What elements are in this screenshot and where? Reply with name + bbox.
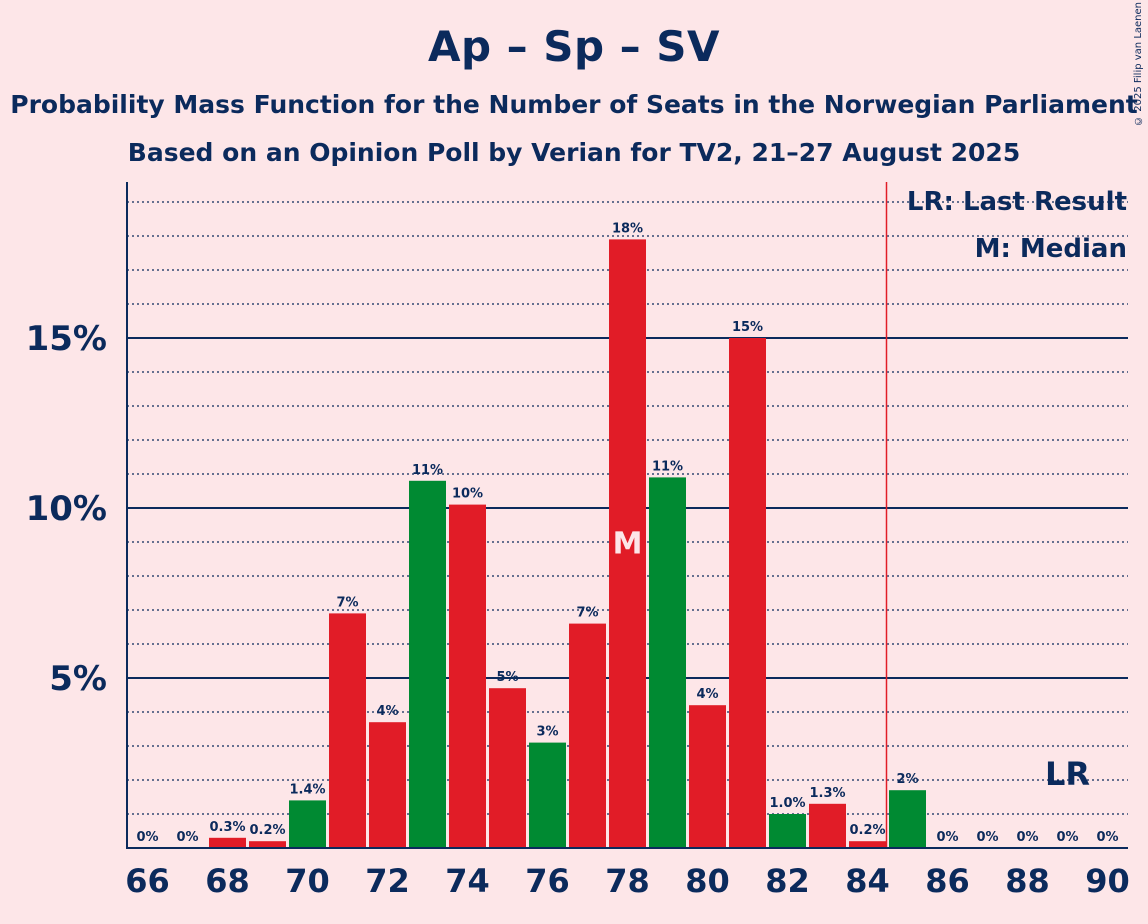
x-tick-label: 82 (765, 862, 810, 900)
bar-85 (889, 790, 926, 848)
bar-81 (729, 338, 766, 848)
x-tick-label: 66 (125, 862, 170, 900)
bar-71 (329, 613, 366, 848)
data-label-80: 4% (696, 687, 718, 702)
x-tick-label: 90 (1085, 862, 1130, 900)
data-label-82: 1.0% (769, 796, 805, 811)
bar-72 (369, 722, 406, 848)
labels: 5% 10% 15% 0% 0% 0.3% 0.2% 1.4% 7% 4% 11% 10% 5% 3% 7%… (26, 187, 1130, 900)
bar-80 (689, 705, 726, 848)
bar-77 (569, 623, 606, 848)
data-label-79: 11% (652, 459, 683, 474)
bar-73 (409, 480, 446, 848)
x-tick-label: 80 (685, 862, 730, 900)
data-label-68: 0.3% (209, 820, 245, 835)
data-label-76: 3% (536, 725, 558, 740)
x-tick-label: 70 (285, 862, 330, 900)
bar-68 (209, 837, 246, 848)
data-label-77: 7% (576, 606, 598, 621)
bar-74 (449, 504, 486, 848)
x-tick-label: 76 (525, 862, 570, 900)
data-label-88: 0% (1016, 830, 1038, 845)
bar-84 (849, 841, 886, 848)
data-label-73: 11% (412, 463, 443, 478)
median-marker: M (613, 527, 643, 562)
axes (126, 182, 1128, 849)
y-tick-label: 10% (26, 489, 107, 529)
data-label-90: 0% (1096, 830, 1118, 845)
data-label-69: 0.2% (249, 823, 285, 838)
x-tick-label: 68 (205, 862, 250, 900)
data-label-66: 0% (136, 830, 158, 845)
bar-75 (489, 688, 526, 848)
data-label-83: 1.3% (809, 786, 845, 801)
x-tick-label: 72 (365, 862, 410, 900)
bar-69 (249, 841, 286, 848)
bars (209, 239, 926, 848)
chart-title: Ap – Sp – SV (427, 22, 721, 71)
x-tick-label: 88 (1005, 862, 1050, 900)
bar-83 (809, 803, 846, 848)
legend-last-result: LR: Last Result (907, 187, 1127, 217)
chart-subtitle-2: Based on an Opinion Poll by Verian for T… (127, 138, 1021, 167)
data-label-84: 0.2% (849, 823, 885, 838)
x-tick-label: 84 (845, 862, 890, 900)
bar-78 (609, 239, 646, 848)
data-label-85: 2% (896, 772, 918, 787)
data-label-75: 5% (496, 670, 518, 685)
x-tick-label: 74 (445, 862, 490, 900)
data-label-70: 1.4% (289, 782, 325, 797)
bar-70 (289, 800, 326, 848)
x-tick-label: 86 (925, 862, 970, 900)
last-result-marker: LR (1045, 755, 1090, 793)
y-tick-label: 5% (49, 659, 107, 699)
data-label-78: 18% (612, 221, 643, 236)
data-label-72: 4% (376, 704, 398, 719)
data-label-81: 15% (732, 320, 763, 335)
data-label-71: 7% (336, 595, 358, 610)
x-tick-label: 78 (605, 862, 650, 900)
data-label-67: 0% (176, 830, 198, 845)
data-label-89: 0% (1056, 830, 1078, 845)
chart-subtitle-1: Probability Mass Function for the Number… (10, 90, 1138, 119)
bar-82 (769, 814, 806, 848)
y-tick-label: 15% (26, 319, 107, 359)
bar-79 (649, 477, 686, 848)
data-label-74: 10% (452, 487, 483, 502)
legend-median: M: Median (975, 234, 1127, 264)
bar-76 (529, 742, 566, 848)
data-label-86: 0% (936, 830, 958, 845)
data-label-87: 0% (976, 830, 998, 845)
